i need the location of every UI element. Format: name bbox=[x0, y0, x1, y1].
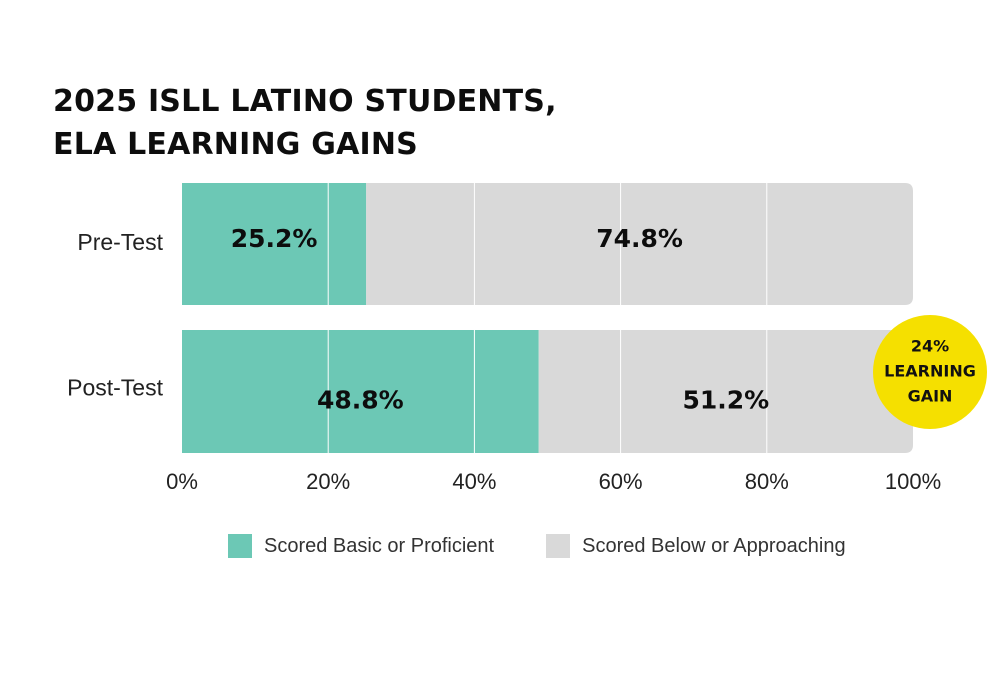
learning-gain-badge-line-3: GAIN bbox=[908, 387, 953, 406]
chart-legend: Scored Basic or Proficient Scored Below … bbox=[228, 534, 846, 558]
value-label-pre-test-proficient: 25.2% bbox=[231, 224, 318, 253]
value-label-post-test-below: 51.2% bbox=[682, 386, 769, 415]
row-label-post-test: Post-Test bbox=[67, 375, 163, 401]
chart-title: 2025 ISLL LATINO STUDENTS, ELA LEARNING … bbox=[53, 80, 753, 166]
legend-item-proficient: Scored Basic or Proficient bbox=[228, 534, 494, 558]
value-label-pre-test-below: 74.8% bbox=[596, 224, 683, 253]
legend-label-proficient: Scored Basic or Proficient bbox=[264, 534, 495, 557]
value-label-post-test-proficient: 48.8% bbox=[317, 386, 404, 415]
bar-post-test-proficient bbox=[182, 330, 539, 453]
tick-label-20: 20% bbox=[306, 469, 350, 494]
legend-swatch-below bbox=[546, 534, 571, 558]
tick-label-100: 100% bbox=[885, 469, 941, 494]
learning-gain-badge-line-1: 24% bbox=[911, 337, 949, 356]
row-label-pre-test: Pre-Test bbox=[77, 229, 163, 255]
legend-label-below: Scored Below or Approaching bbox=[582, 534, 846, 557]
learning-gain-badge bbox=[873, 315, 987, 429]
learning-gain-badge-line-2: LEARNING bbox=[884, 362, 976, 381]
bar-post-test-below bbox=[538, 330, 913, 453]
chart-title-line-2: ELA LEARNING GAINS bbox=[53, 127, 418, 162]
bar-pre-test-below bbox=[366, 183, 913, 305]
chart-title-line-1: 2025 ISLL LATINO STUDENTS, bbox=[53, 84, 557, 119]
tick-label-0: 0% bbox=[166, 469, 198, 494]
tick-label-40: 40% bbox=[452, 469, 496, 494]
bar-pre-test-proficient bbox=[182, 183, 367, 305]
tick-label-60: 60% bbox=[599, 469, 643, 494]
legend-swatch-proficient bbox=[228, 534, 252, 558]
tick-label-80: 80% bbox=[745, 469, 789, 494]
legend-item-below: Scored Below or Approaching bbox=[546, 534, 846, 558]
